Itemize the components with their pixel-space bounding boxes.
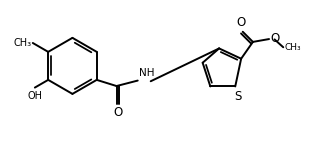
Text: OH: OH (27, 91, 42, 101)
Text: O: O (237, 16, 246, 29)
Text: O: O (270, 32, 279, 45)
Text: O: O (113, 106, 123, 119)
Text: NH: NH (139, 68, 154, 78)
Text: S: S (234, 90, 242, 103)
Text: CH₃: CH₃ (285, 43, 301, 52)
Text: CH₃: CH₃ (13, 38, 31, 48)
